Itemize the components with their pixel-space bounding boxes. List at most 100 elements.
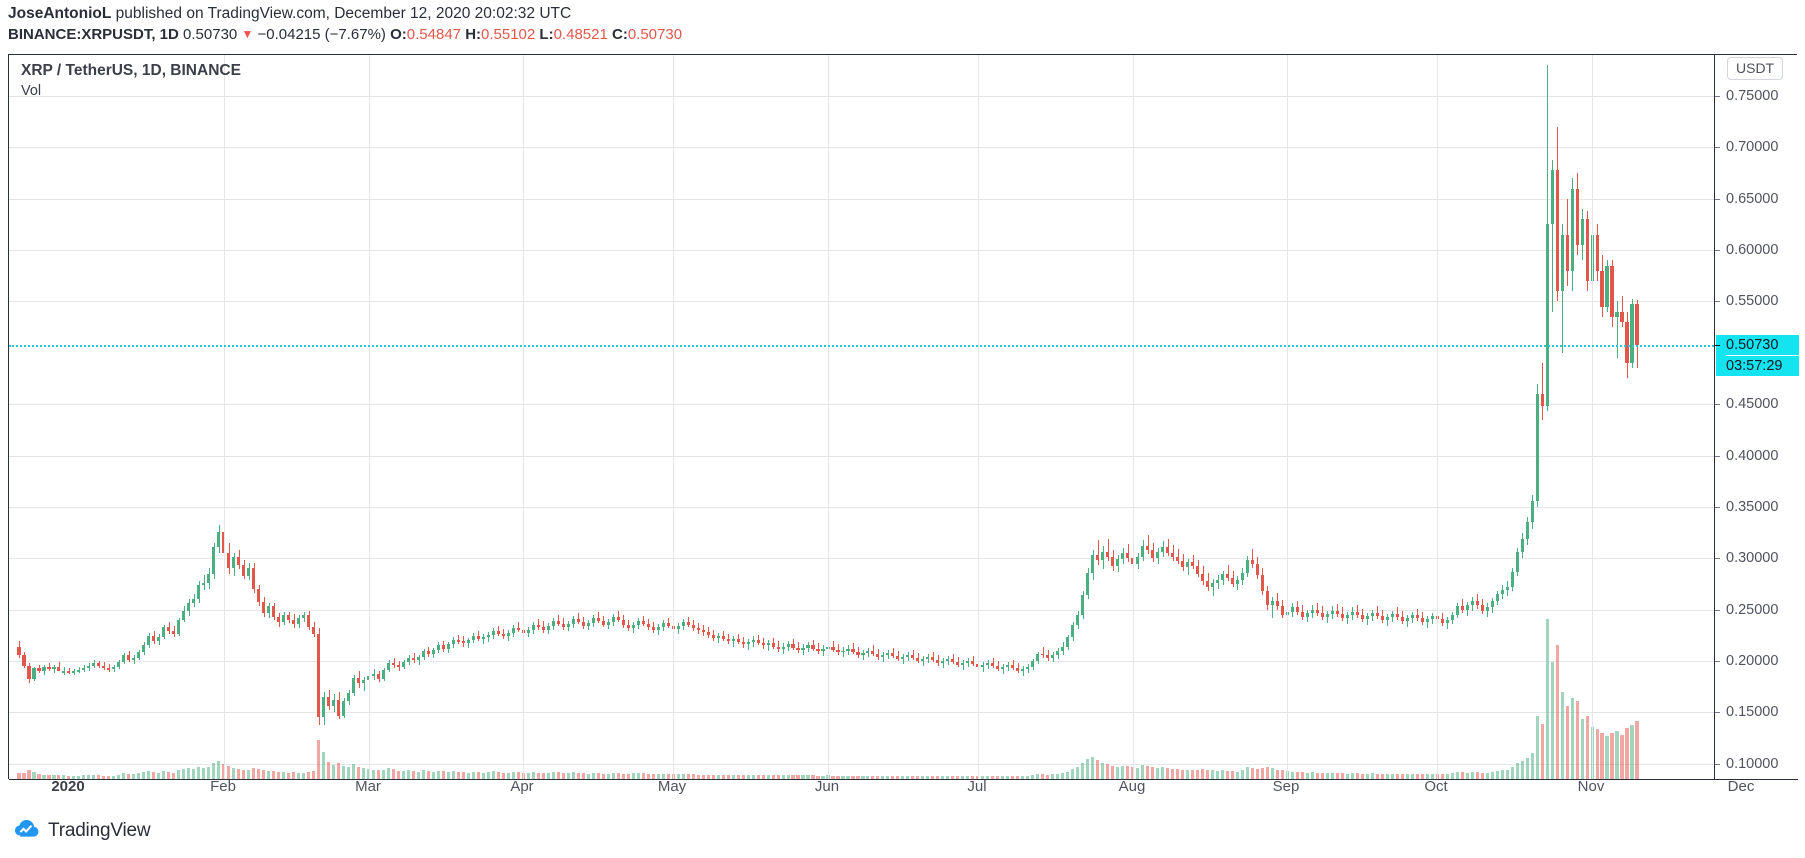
candle-wick — [903, 653, 904, 664]
candle-body — [936, 659, 940, 663]
candle-wick — [983, 661, 984, 673]
candle-body — [951, 658, 955, 662]
candle-wick — [1108, 538, 1109, 562]
candle-body — [851, 648, 855, 652]
candle-body — [162, 627, 166, 638]
volume-bar — [1410, 773, 1414, 779]
footer-brand-text: TradingView — [48, 819, 151, 841]
candle-body — [836, 649, 840, 652]
footer-branding: TradingView — [14, 818, 151, 843]
candle-body — [496, 631, 500, 635]
candle-body — [1195, 566, 1200, 574]
candle-body — [1230, 577, 1235, 584]
candle-body — [302, 614, 306, 618]
volume-bar — [461, 772, 465, 779]
candle-body — [956, 661, 960, 665]
price-axis-tick — [1715, 147, 1720, 149]
volume-bar — [1171, 768, 1175, 779]
candle-body — [471, 636, 475, 641]
volume-bar — [272, 771, 276, 779]
volume-bar — [22, 772, 26, 779]
volume-bar — [666, 773, 670, 779]
volume-bar — [771, 775, 775, 779]
current-price-badge[interactable]: 0.50730 03:57:29 — [1716, 335, 1799, 377]
candle-body — [1540, 393, 1544, 407]
volume-bar — [1021, 775, 1025, 779]
candle-body — [117, 661, 121, 668]
candle-body — [1585, 219, 1589, 281]
candle-body — [292, 619, 296, 624]
candle-body — [1006, 665, 1010, 668]
volume-bar — [1625, 727, 1629, 779]
candle-body — [1205, 580, 1210, 587]
volume-bar — [177, 770, 181, 779]
candle-body — [516, 628, 520, 631]
gridline-horizontal — [9, 455, 1714, 457]
chart-pane[interactable]: XRP / TetherUS, 1D, BINANCE Vol — [9, 55, 1714, 779]
quote-open-value: 0.54847 — [406, 26, 462, 43]
candle-wick — [1397, 607, 1398, 620]
volume-bar — [676, 774, 680, 779]
candle-body — [127, 654, 131, 660]
candle-body — [1021, 669, 1025, 672]
volume-bar — [1330, 772, 1334, 779]
gridline-horizontal — [9, 506, 1714, 508]
candle-body — [636, 620, 640, 625]
volume-bar — [262, 769, 266, 779]
candle-body — [631, 624, 635, 629]
candle-body — [1106, 552, 1110, 558]
candle-body — [1171, 553, 1175, 558]
candle-body — [621, 619, 625, 625]
candle-wick — [1277, 593, 1278, 610]
candle-body — [142, 645, 146, 652]
candle-body — [401, 661, 406, 668]
candle-body — [991, 662, 995, 667]
candle-body — [87, 666, 91, 669]
volume-bar — [1325, 773, 1329, 779]
price-axis[interactable]: USDT 0.75000 0.70000 0.65000 0.60000 0.55000… — [1714, 55, 1799, 779]
volume-bar — [1121, 765, 1125, 779]
price-axis-tick — [1715, 506, 1720, 508]
volume-bar — [651, 774, 655, 779]
candle-body — [1036, 653, 1040, 661]
volume-bar — [586, 773, 590, 779]
quote-high-value: 0.55102 — [481, 26, 536, 43]
volume-bar — [961, 775, 965, 779]
volume-bar — [526, 773, 530, 779]
volume-bar — [766, 775, 770, 779]
volume-bar — [781, 775, 785, 779]
candle-body — [511, 628, 515, 634]
candle-body — [946, 658, 950, 661]
current-price-line — [9, 345, 1714, 348]
volume-bar — [571, 772, 575, 779]
volume-bar — [466, 772, 470, 779]
volume-bar — [436, 770, 441, 779]
candle-wick — [1013, 659, 1014, 671]
volume-bar — [761, 775, 765, 779]
volume-bar — [426, 771, 431, 779]
volume-bar — [1620, 735, 1624, 779]
volume-bar — [876, 775, 880, 779]
candle-body — [1111, 557, 1115, 567]
candle-body — [906, 654, 910, 657]
candle-body — [561, 623, 565, 627]
volume-bar — [976, 775, 980, 779]
volume-bar — [411, 771, 416, 779]
candle-body — [921, 658, 925, 661]
candle-body — [297, 617, 301, 624]
volume-bar — [1515, 763, 1519, 779]
volume-bar — [736, 775, 740, 779]
quote-currency-badge[interactable]: USDT — [1727, 57, 1784, 80]
candle-body — [307, 614, 311, 627]
price-axis-label: 0.35000 — [1726, 498, 1779, 515]
candle-body — [1121, 553, 1125, 560]
volume-bar — [1385, 773, 1389, 779]
candle-wick — [1552, 159, 1553, 312]
volume-bar — [122, 773, 126, 779]
volume-bar — [102, 775, 106, 779]
candle-body — [212, 546, 216, 574]
volume-bar — [606, 773, 610, 779]
candle-body — [1166, 546, 1170, 554]
volume-bar — [292, 772, 296, 779]
volume-bar — [406, 770, 411, 779]
